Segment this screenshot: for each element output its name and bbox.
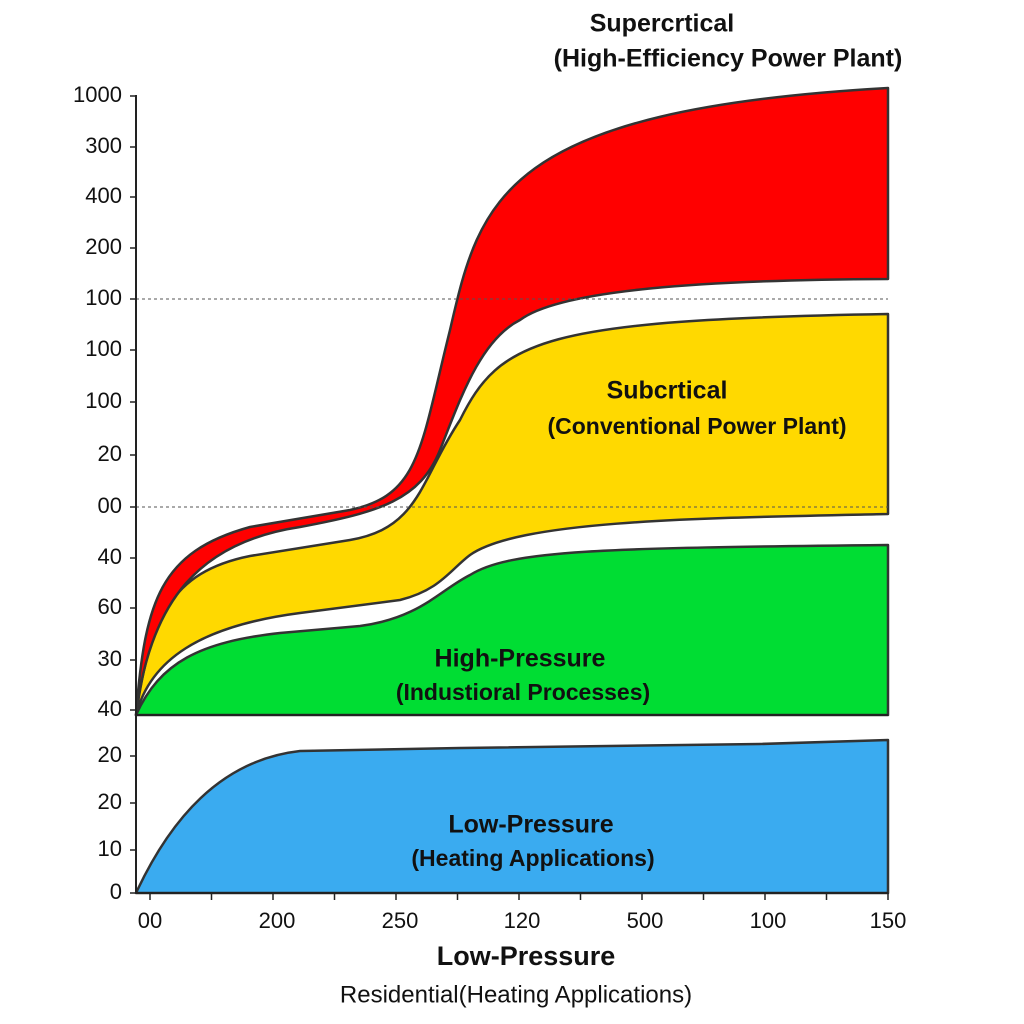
y-tick-label: 00 [98, 493, 122, 518]
y-tick-label: 20 [98, 441, 122, 466]
y-tick-label: 40 [98, 544, 122, 569]
y-tick-label: 10 [98, 836, 122, 861]
x-tick-label: 500 [627, 908, 664, 933]
x-tick-label: 00 [138, 908, 162, 933]
title-line2: (High-Efficiency Power Plant) [554, 45, 903, 73]
y-tick-label: 100 [85, 388, 122, 413]
y-tick-label: 30 [98, 646, 122, 671]
region-detail: (Conventional Power Plant) [547, 413, 846, 439]
y-tick-label: 0 [110, 879, 122, 904]
high-pressure-area [134, 543, 890, 717]
title-line1: Supercrtical [590, 10, 735, 38]
y-tick-label: 300 [85, 133, 122, 158]
x-tick-label: 200 [259, 908, 296, 933]
y-tick-label: 20 [98, 789, 122, 814]
x-axis-subtitle: Residential(Heating Applications) [340, 981, 692, 1008]
region-detail: (Heating Applications) [411, 845, 654, 871]
y-tick-label: 20 [98, 742, 122, 767]
y-tick-label: 60 [98, 594, 122, 619]
y-tick-label: 40 [98, 696, 122, 721]
y-tick-label: 100 [85, 285, 122, 310]
x-axis-title: Low-Pressure [437, 941, 616, 971]
region-name: High-Pressure [435, 645, 606, 673]
x-tick-label: 120 [504, 908, 541, 933]
y-tick-label: 100 [85, 336, 122, 361]
x-tick-label: 150 [870, 908, 907, 933]
y-tick-label: 400 [85, 183, 122, 208]
region-name: Low-Pressure [448, 811, 613, 839]
region-name: Subcrtical [607, 377, 728, 405]
low-pressure-area [134, 738, 890, 895]
y-tick-label: 200 [85, 234, 122, 259]
x-tick-label: 100 [750, 908, 787, 933]
subcritical-area [134, 312, 890, 717]
x-tick-label: 250 [382, 908, 419, 933]
y-tick-label: 1000 [73, 82, 122, 107]
supercritical-area [134, 86, 890, 717]
region-detail: (Industioral Processes) [396, 679, 650, 705]
